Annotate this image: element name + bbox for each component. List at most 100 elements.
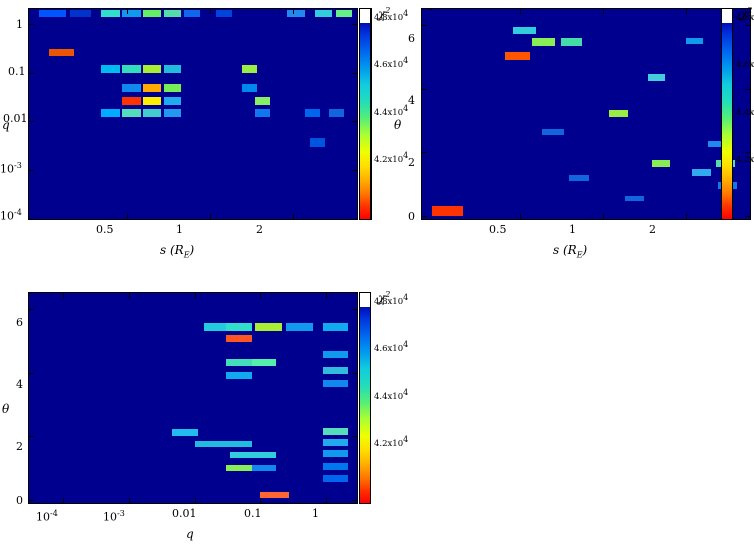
heatmap-cell <box>39 10 67 18</box>
x-tick <box>520 9 522 14</box>
ytick-label-2-panel3: 2 <box>16 440 23 453</box>
heatmap-cell <box>322 379 349 387</box>
xtick-label-0.01-panel3: 0.01 <box>172 507 197 520</box>
y-tick <box>29 170 34 172</box>
colorbar-tick-42000-panel3: 4.2x104 <box>374 435 409 449</box>
y-tick <box>422 24 427 26</box>
heatmap-cell <box>254 96 271 105</box>
ytick-label-6-panel2: 6 <box>408 32 415 45</box>
yaxis-title-panel2: θ <box>394 118 402 132</box>
heatmap-cell <box>241 65 258 73</box>
heatmap-cell <box>225 323 252 332</box>
heatmap-cell <box>204 323 230 332</box>
heatmap-cell <box>335 10 352 18</box>
heatmap-cell <box>322 367 349 375</box>
xtick-label-1e-3-panel3: 10-3 <box>103 509 125 524</box>
heatmap-cell <box>183 10 201 18</box>
colorbar-top-cap <box>360 9 370 23</box>
heatmap-cell <box>304 108 321 118</box>
colorbar-tick-48000-panel2: 4.8x104 <box>736 12 754 23</box>
ytick-label-0-panel2: 0 <box>408 210 415 223</box>
xtick-label-2-panel1: 2 <box>256 223 263 236</box>
heatmap-cell <box>251 359 277 367</box>
ytick-label-0.01-panel1: 0.01 <box>3 112 28 125</box>
y-tick <box>352 499 357 501</box>
heatmap-cell <box>512 26 537 35</box>
y-tick <box>745 88 750 90</box>
heatmap-cell <box>194 440 252 448</box>
colorbar-tick-42000-panel1: 4.2x104 <box>374 151 409 165</box>
ytick-label-4-panel3: 4 <box>16 378 23 391</box>
heatmap-cell <box>329 108 344 118</box>
ytick-label-0-panel3: 0 <box>16 494 23 507</box>
x-tick <box>194 498 196 503</box>
x-tick <box>127 214 129 219</box>
x-tick <box>210 214 212 219</box>
heatmap-cell <box>164 10 181 18</box>
y-tick <box>352 72 357 74</box>
ytick-label-4-panel2: 4 <box>408 94 415 107</box>
y-tick <box>352 372 357 374</box>
colorbar-title-panel3: χ2 <box>378 290 391 305</box>
heatmap-cell <box>164 65 181 73</box>
ytick-label-0.1-panel1: 0.1 <box>8 65 26 78</box>
x-tick <box>325 498 327 503</box>
heatmap-cell <box>225 359 252 367</box>
y-tick <box>422 215 427 217</box>
heatmap-cell <box>164 84 181 92</box>
x-tick <box>127 9 129 14</box>
heatmap-s-q <box>28 8 358 220</box>
heatmap-cell <box>143 10 161 18</box>
y-tick <box>29 308 34 310</box>
colorbar-tick-44000-panel3: 4.4x104 <box>374 388 409 402</box>
xtick-label-2-panel2: 2 <box>649 223 656 236</box>
y-tick <box>29 72 34 74</box>
heatmap-cell <box>322 427 349 435</box>
ytick-label-2-panel2: 2 <box>408 156 415 169</box>
y-tick <box>745 24 750 26</box>
heatmap-cell <box>225 464 252 472</box>
xtick-label-1e-4-panel3: 10-4 <box>36 509 58 524</box>
heatmap-cell <box>255 323 282 332</box>
xaxis-title-panel1: s (RE) <box>160 243 195 260</box>
x-tick <box>63 498 65 503</box>
heatmap-cell <box>122 84 141 92</box>
heatmap-cell <box>241 84 258 92</box>
heatmap-cell <box>322 449 349 457</box>
ytick-label-6-panel3: 6 <box>16 316 23 329</box>
heatmap-cell <box>143 84 161 92</box>
heatmap-cell <box>310 138 325 147</box>
x-tick <box>293 214 295 219</box>
colorbar-tick-48000-panel1: 4.8x104 <box>374 9 409 23</box>
yaxis-title-panel1: q <box>2 118 10 132</box>
heatmap-cell <box>322 475 349 483</box>
x-tick <box>260 293 262 298</box>
heatmap-cell <box>609 110 629 118</box>
colorbar-title-panel1: χ2 <box>378 6 391 21</box>
xtick-label-1-panel2: 1 <box>569 223 576 236</box>
ytick-label-1-panel1: 1 <box>16 18 23 31</box>
colorbar-tick-44000-panel1: 4.4x104 <box>374 104 409 118</box>
x-tick <box>293 9 295 14</box>
heatmap-cell <box>568 175 590 181</box>
ytick-label-1e-4-panel1: 10-4 <box>0 208 22 223</box>
heatmap-cell <box>100 65 120 73</box>
heatmap-cell <box>432 206 464 216</box>
xtick-label-0.5-panel1: 0.5 <box>96 223 114 236</box>
xaxis-title-panel3: q <box>186 527 194 541</box>
heatmap-cell <box>100 10 120 18</box>
heatmap-cell <box>216 10 233 18</box>
x-tick <box>603 9 605 14</box>
heatmap-cell <box>225 335 252 343</box>
y-tick <box>352 121 357 123</box>
xtick-label-1-panel3: 1 <box>312 507 319 520</box>
heatmap-cell <box>315 10 332 18</box>
x-tick <box>128 498 130 503</box>
colorbar-s-theta <box>430 8 432 10</box>
colorbar-gradient <box>722 9 732 219</box>
colorbar-gradient <box>360 293 370 503</box>
heatmap-q-theta <box>28 292 358 504</box>
heatmap-cell <box>686 37 704 44</box>
colorbar-title-panel2: χ2 <box>740 6 753 21</box>
heatmap-cell <box>122 96 141 105</box>
